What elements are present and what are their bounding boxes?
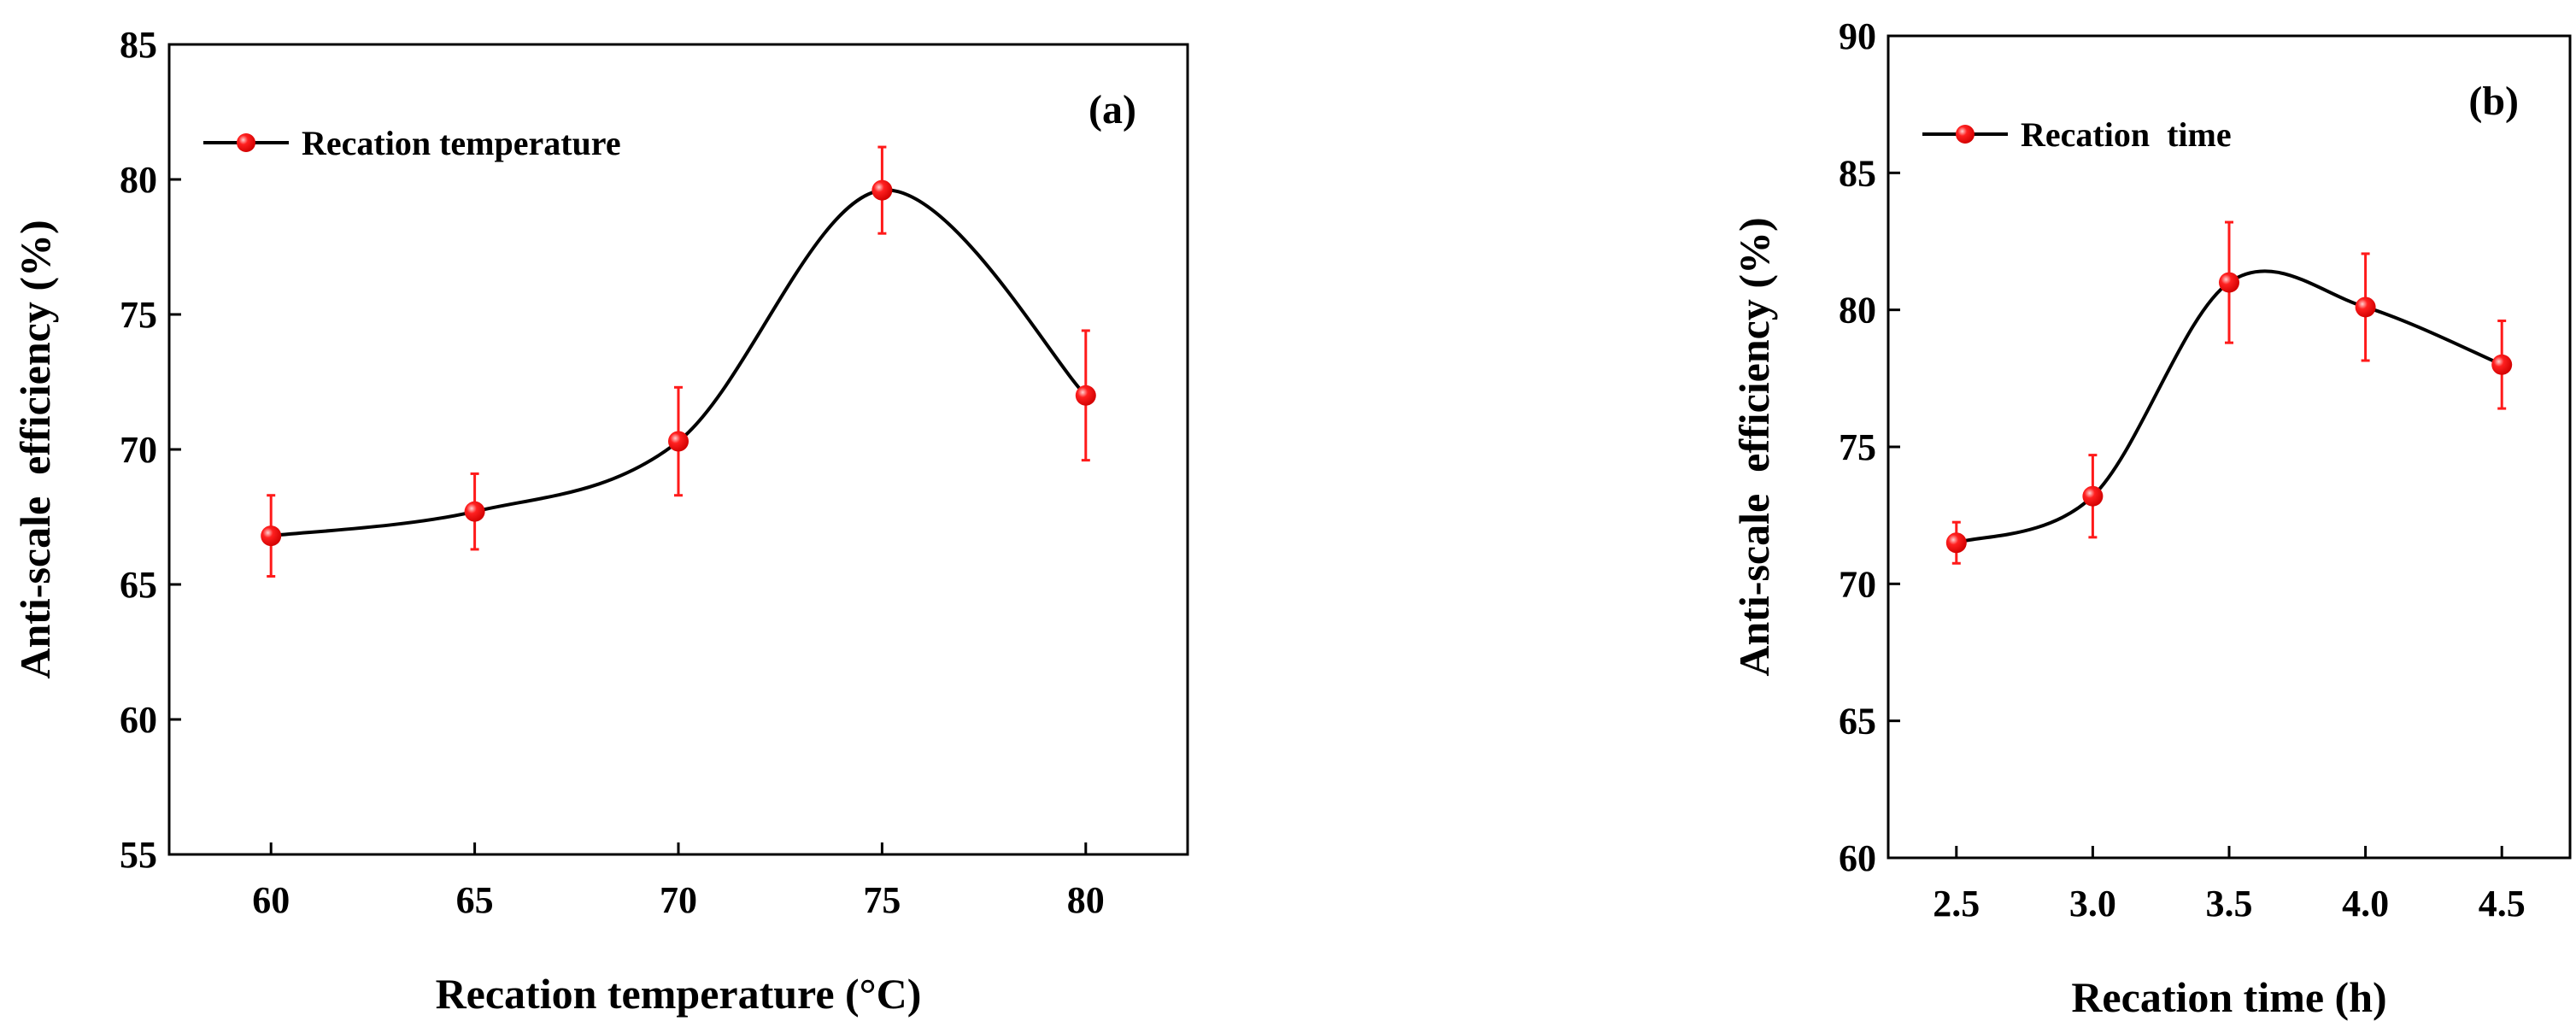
y-tick-label: 70 <box>120 429 157 471</box>
series-line <box>270 188 1088 538</box>
y-tick-label: 60 <box>1839 837 1876 879</box>
y-tick-label: 70 <box>1839 563 1876 605</box>
data-point <box>1945 532 1967 554</box>
panel-label: (b) <box>2468 79 2519 124</box>
legend-label: Recation time <box>2021 115 2232 154</box>
x-tick-label: 75 <box>863 879 901 921</box>
x-tick-label: 3.0 <box>2069 883 2116 924</box>
x-tick-label: 65 <box>456 879 494 921</box>
y-axis-label: Anti-scale efficiency (%) <box>11 220 59 678</box>
panel-label: (a) <box>1088 87 1136 132</box>
plot-frame <box>1887 34 2572 860</box>
y-tick-label: 75 <box>120 294 157 336</box>
data-point <box>2355 296 2376 318</box>
data-point <box>871 179 893 201</box>
y-tick-label: 75 <box>1839 426 1876 468</box>
y-tick-label: 90 <box>1839 15 1876 57</box>
x-tick-label: 4.0 <box>2342 883 2389 924</box>
data-point <box>2219 272 2239 293</box>
x-tick-label: 4.5 <box>2479 883 2526 924</box>
y-tick-label: 55 <box>120 834 157 876</box>
legend-marker <box>1956 125 1975 144</box>
y-tick-label: 65 <box>120 564 157 606</box>
x-tick-label: 80 <box>1067 879 1105 921</box>
x-axis-label: Recation temperature (°C) <box>436 970 922 1018</box>
y-tick-label: 65 <box>1839 701 1876 742</box>
legend-marker <box>237 133 255 152</box>
data-point <box>2491 354 2513 375</box>
x-axis-label: Recation time (h) <box>2071 973 2386 1021</box>
y-tick-label: 80 <box>1839 290 1876 332</box>
data-point <box>668 431 689 452</box>
data-point <box>261 525 282 547</box>
y-tick-label: 80 <box>120 159 157 201</box>
data-point <box>1075 384 1096 406</box>
chart-panel-b: 60 65 70 75 80 85 90 2.5 3.0 3.5 4.0 4.5 Recation ti… <box>1730 15 2572 1021</box>
chart-panel-a: 55 60 65 70 75 80 85 60 65 70 75 80 Recation tempera… <box>11 24 1189 1018</box>
y-tick-label: 85 <box>1839 152 1876 194</box>
x-tick-label: 3.5 <box>2206 883 2253 924</box>
y-tick-label: 60 <box>120 699 157 741</box>
x-tick-label: 60 <box>252 879 290 921</box>
data-point <box>2082 485 2104 507</box>
y-axis-label: Anti-scale efficiency (%) <box>1730 217 1778 676</box>
legend-label: Recation temperature <box>302 124 621 162</box>
x-tick-label: 2.5 <box>1933 883 1980 924</box>
x-tick-label: 70 <box>660 879 697 921</box>
data-point <box>464 501 485 522</box>
y-tick-label: 85 <box>120 24 157 66</box>
